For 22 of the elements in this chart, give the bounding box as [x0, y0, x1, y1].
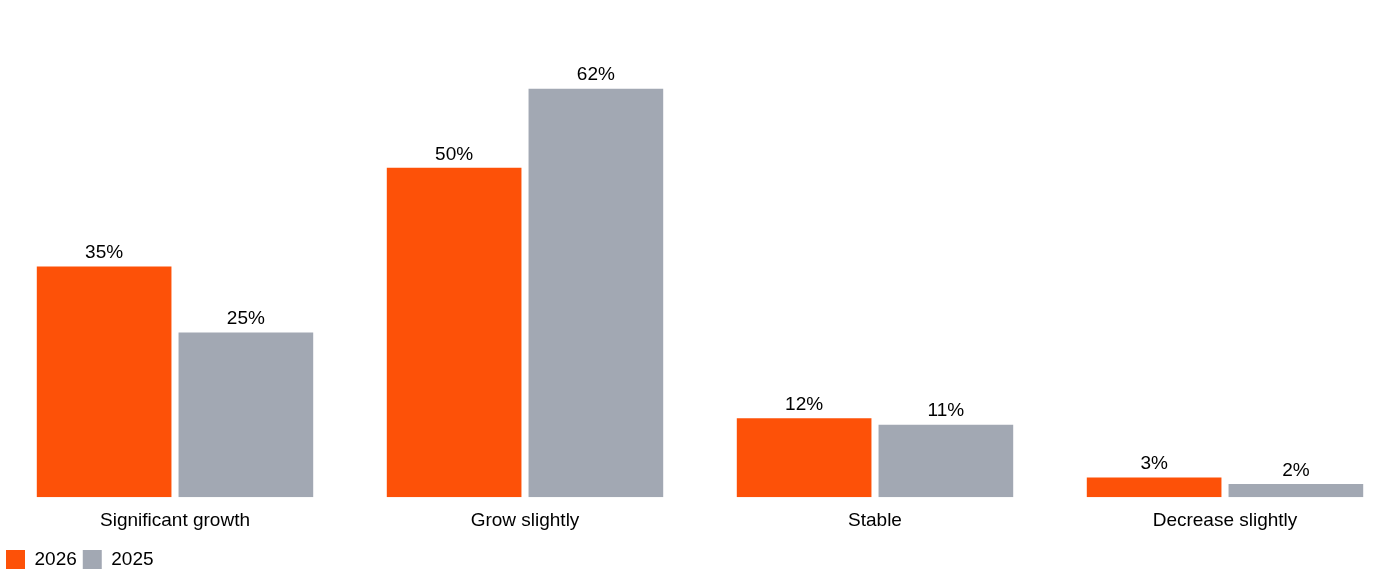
x-tick-label: Significant growth [100, 508, 250, 530]
x-tick-label: Grow slightly [470, 508, 580, 530]
bar [528, 88, 664, 498]
bar [178, 332, 314, 498]
x-tick-label: Decrease slightly [1152, 508, 1298, 530]
bar [36, 266, 172, 498]
bar [386, 167, 522, 498]
bar [736, 418, 872, 498]
data-label: 2% [1282, 458, 1310, 480]
legend-label: 2026 [34, 547, 77, 569]
bar [1228, 484, 1364, 498]
data-label: 11% [927, 399, 965, 421]
data-label: 25% [226, 307, 265, 329]
data-label: 35% [85, 241, 124, 263]
data-label: 62% [576, 63, 615, 85]
data-label: 50% [435, 142, 474, 164]
bar [1086, 477, 1222, 498]
data-label: 12% [785, 392, 824, 414]
x-tick-label: Stable [848, 508, 902, 530]
legend-label: 2025 [111, 547, 154, 569]
bar [878, 424, 1014, 498]
data-label: 3% [1140, 452, 1168, 474]
